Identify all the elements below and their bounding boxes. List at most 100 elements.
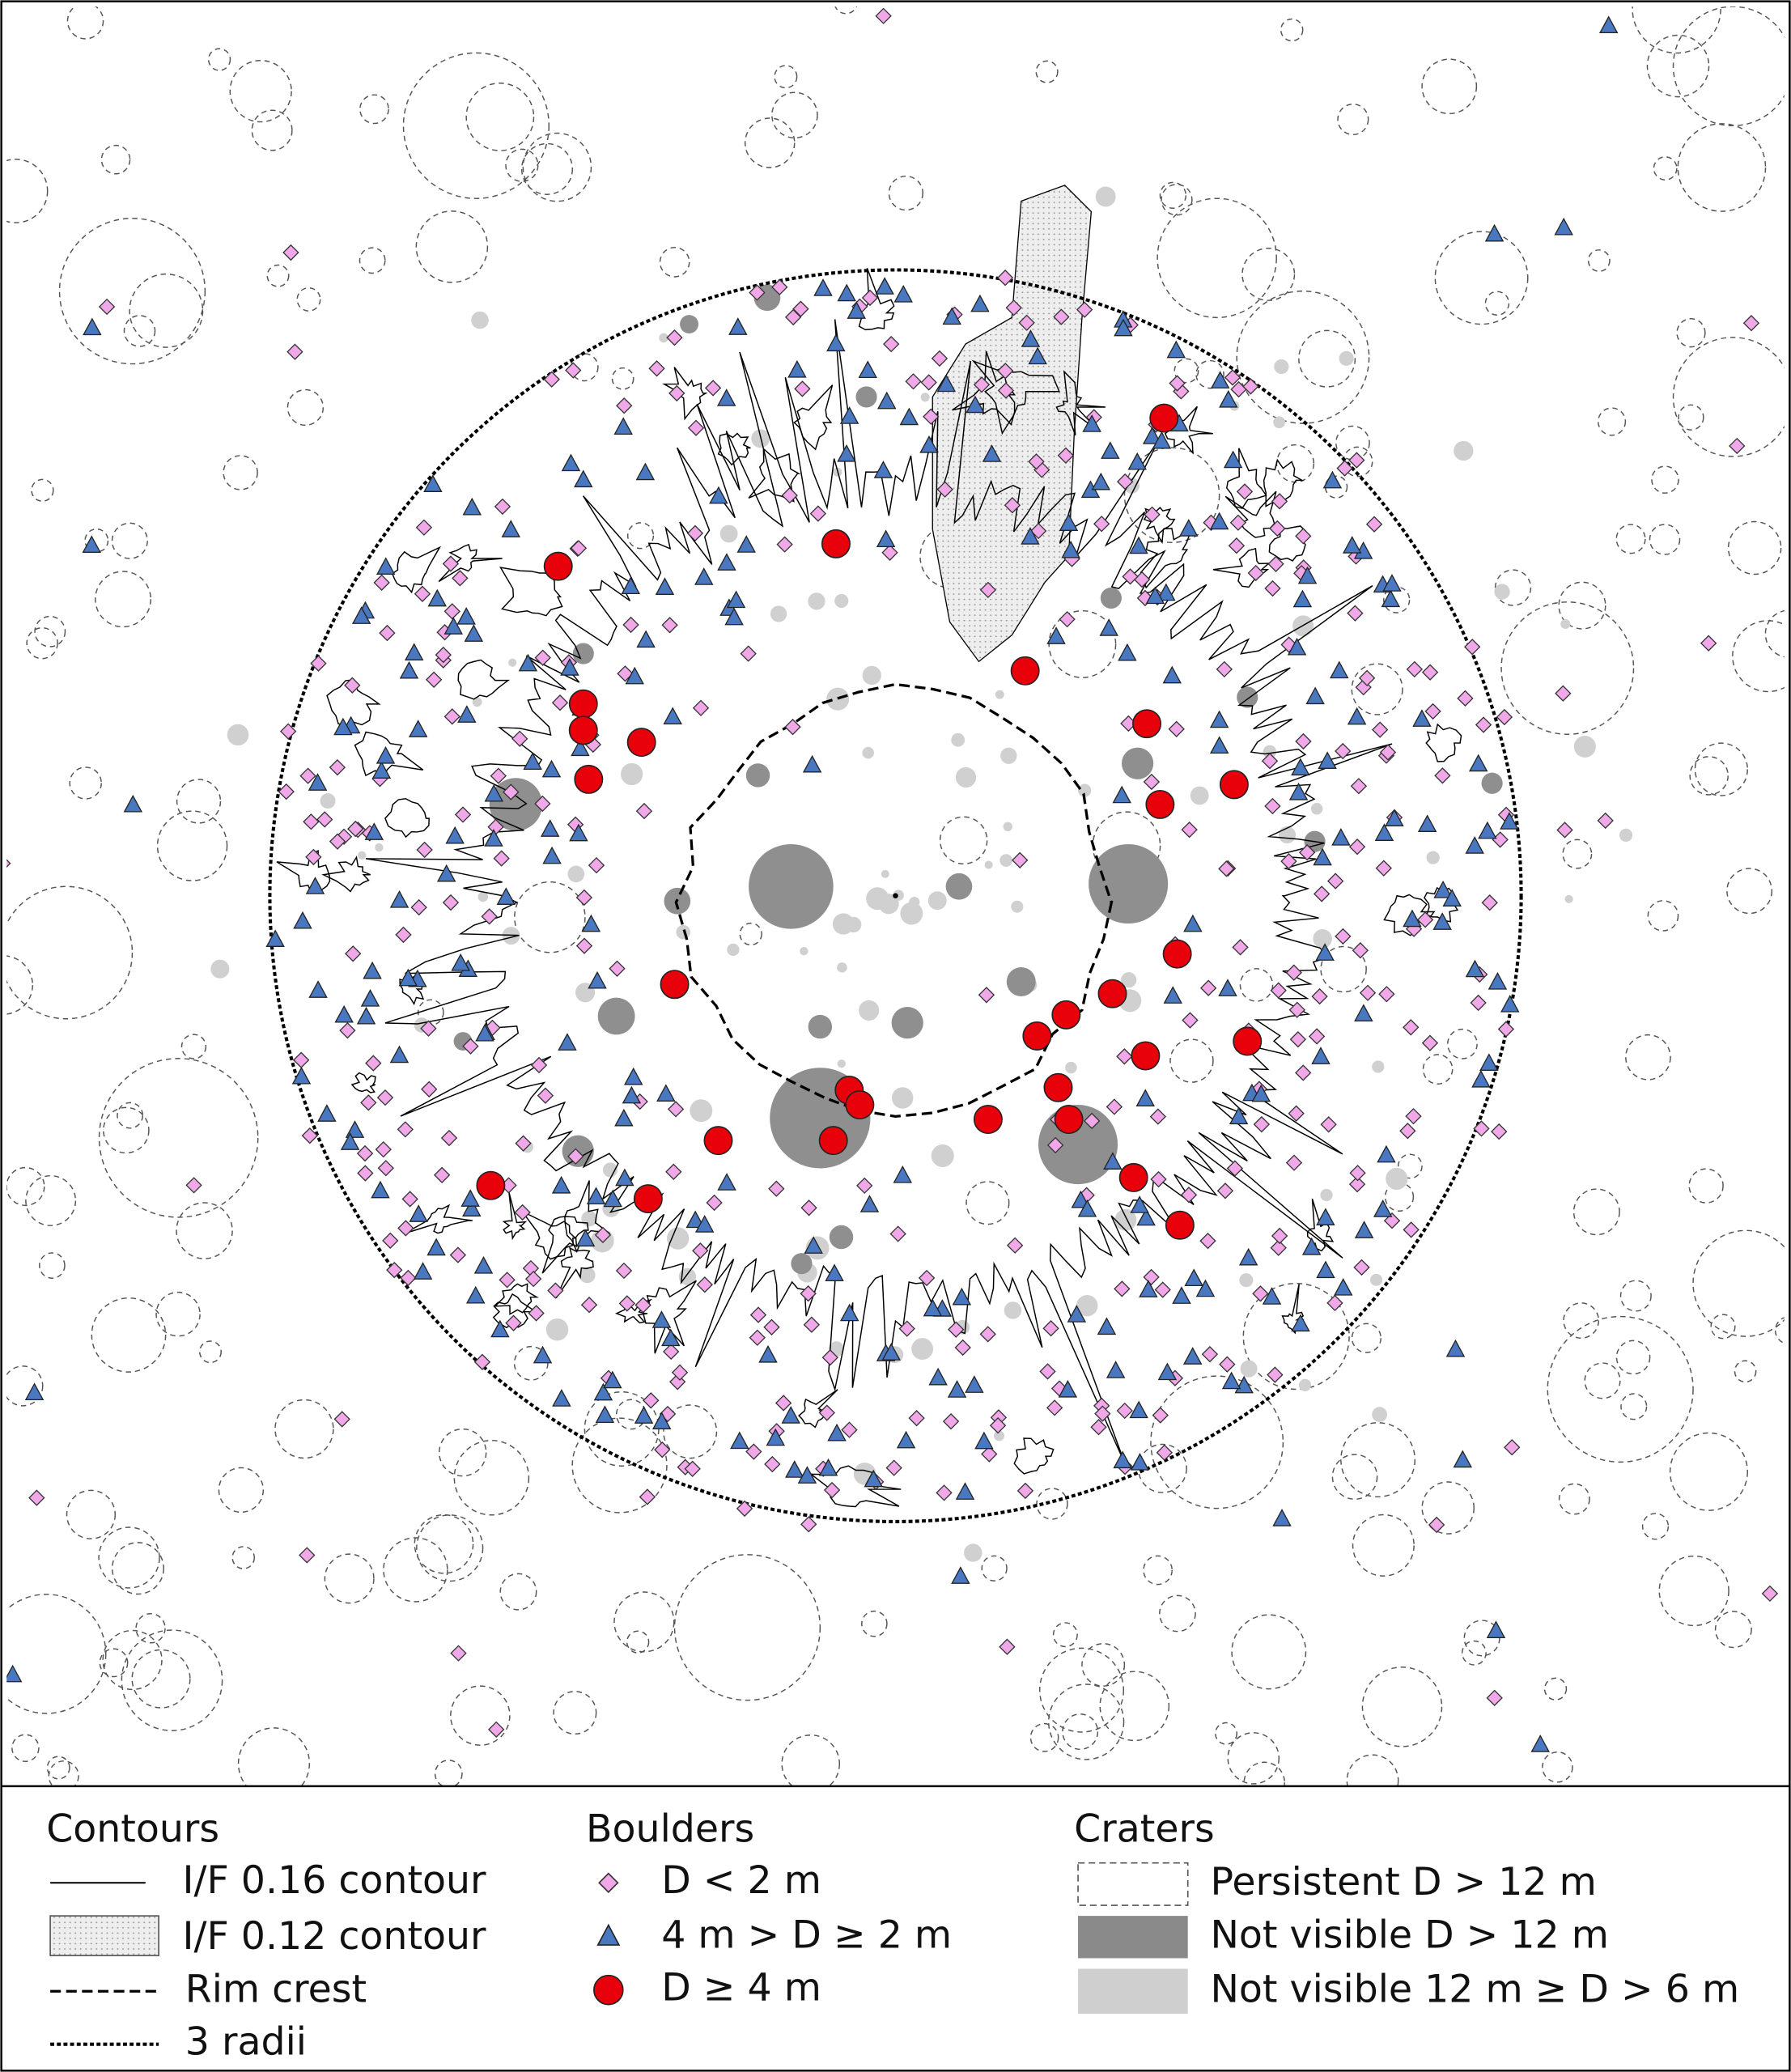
contour-016 xyxy=(1055,370,1106,436)
crater-persistent xyxy=(1676,318,1706,348)
crater-persistent xyxy=(1689,756,1729,796)
boulder-medium xyxy=(1162,665,1182,684)
crater-persistent xyxy=(34,615,66,648)
three-radii xyxy=(268,268,1523,1523)
boulder-medium xyxy=(586,1187,606,1205)
boulder-medium xyxy=(399,660,419,679)
boulder-small xyxy=(1405,1107,1422,1125)
boulder-small xyxy=(537,1087,554,1104)
boulder-small xyxy=(1350,778,1368,795)
contour-016 xyxy=(321,856,371,893)
boulder-small xyxy=(1348,839,1366,856)
boulder-medium xyxy=(464,624,484,642)
boulder-small xyxy=(1285,964,1302,981)
boulder-small xyxy=(905,373,922,390)
boulder-small xyxy=(1106,1098,1123,1115)
boulder-medium xyxy=(371,761,392,779)
boulder-small xyxy=(1399,1123,1416,1140)
crater-persistent xyxy=(131,1649,191,1709)
crater-small-hidden xyxy=(911,1338,934,1361)
crater-persistent xyxy=(123,315,156,347)
crater-small-hidden xyxy=(931,1144,954,1168)
crater-persistent xyxy=(1543,1677,1568,1700)
boulder-large xyxy=(1010,656,1040,686)
boulder-medium xyxy=(1219,389,1238,408)
boulder-large xyxy=(568,715,598,745)
crater-persistent xyxy=(626,1630,650,1654)
crater-small-hidden xyxy=(891,1087,914,1109)
boulder-large xyxy=(973,1105,1003,1134)
boulder-medium xyxy=(893,1165,913,1183)
contour-016 xyxy=(541,1216,589,1274)
boulder-small xyxy=(386,1261,403,1279)
boulder-medium xyxy=(1028,346,1047,365)
boulder-medium xyxy=(1385,809,1404,826)
crater-small-hidden xyxy=(1004,1301,1022,1319)
boulder-small xyxy=(1226,1160,1244,1177)
boulder-small xyxy=(1475,716,1492,733)
boulder-medium xyxy=(1058,1379,1078,1398)
boulder-small xyxy=(1349,1165,1366,1182)
boulder-small xyxy=(1298,844,1316,861)
boulder-small xyxy=(567,1148,584,1165)
crater-persistent xyxy=(1236,290,1370,424)
crater-small-hidden xyxy=(581,1210,597,1227)
legend-swatch xyxy=(1078,1916,1188,1959)
boulder-small xyxy=(528,1305,545,1322)
boulder-medium xyxy=(804,1236,823,1254)
boulder-medium xyxy=(787,359,807,378)
crater-large-hidden xyxy=(1089,843,1169,924)
crater-small-hidden xyxy=(955,766,977,788)
crater-persistent xyxy=(861,1610,888,1637)
boulder-medium xyxy=(1021,527,1040,545)
crater-persistent xyxy=(402,52,550,199)
boulder-small xyxy=(493,850,510,867)
boulder-small xyxy=(1261,753,1279,770)
crater-persistent xyxy=(1597,407,1627,436)
boulder-large xyxy=(1022,1021,1052,1051)
crater-persistent xyxy=(1727,520,1782,575)
boulder-small xyxy=(1264,797,1281,815)
boulder-small xyxy=(889,1225,906,1242)
crater-persistent xyxy=(514,881,586,953)
crater-small-hidden xyxy=(1263,745,1277,759)
boulder-small xyxy=(570,540,588,557)
boulder-medium xyxy=(1251,1084,1271,1102)
boulder-small xyxy=(784,719,801,736)
crater-persistent xyxy=(135,1612,166,1644)
legend-swatch xyxy=(596,1923,621,1946)
boulder-medium xyxy=(1288,782,1309,800)
boulder-medium xyxy=(1311,1047,1331,1064)
boulder-medium xyxy=(881,1343,901,1361)
boulder-small xyxy=(534,795,551,813)
boulder-medium xyxy=(409,1204,428,1222)
crater-persistent xyxy=(1647,900,1679,932)
boulder-large xyxy=(818,1126,848,1156)
boulder-medium xyxy=(1142,427,1162,444)
boulder-small xyxy=(1497,1021,1515,1038)
boulder-small xyxy=(98,298,116,316)
boulder-small xyxy=(1403,1221,1420,1238)
boulder-small xyxy=(1288,1105,1305,1122)
boulder-medium xyxy=(651,1412,672,1429)
boulder-medium xyxy=(1157,1362,1178,1381)
crater-persistent xyxy=(1619,1280,1652,1312)
boulder-small xyxy=(1761,1585,1779,1603)
boulder-medium xyxy=(1373,1199,1393,1217)
boulder-small xyxy=(809,505,827,522)
crater-persistent xyxy=(1625,1034,1671,1081)
boulder-small xyxy=(768,1180,785,1197)
crater-persistent xyxy=(1195,359,1224,389)
contour-016 xyxy=(1268,525,1307,562)
boulder-medium xyxy=(518,653,538,672)
crater-persistent xyxy=(1342,446,1373,478)
crater-persistent xyxy=(324,1553,375,1604)
boulder-small xyxy=(1094,1405,1111,1422)
crater-persistent xyxy=(1688,1168,1724,1204)
boulder-medium xyxy=(533,1345,553,1364)
crater-persistent xyxy=(1632,6,1721,54)
crater-persistent xyxy=(359,247,386,274)
boulder-small xyxy=(1473,1120,1490,1137)
crater-small-hidden xyxy=(1564,894,1573,903)
boulder-large xyxy=(1043,1072,1073,1102)
